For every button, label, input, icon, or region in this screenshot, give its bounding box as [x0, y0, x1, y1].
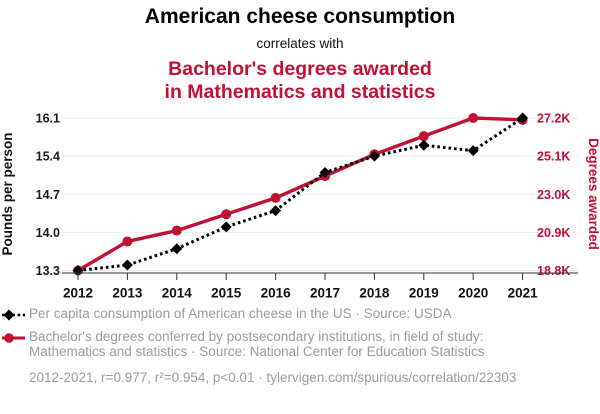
left-axis-tick-label: 16.1: [36, 112, 60, 126]
x-axis-tick-label: 2015: [211, 286, 242, 301]
legend-item-cheese: Per capita consumption of American chees…: [2, 306, 594, 322]
x-axis-tick-label: 2016: [261, 286, 292, 301]
data-point-circle: [122, 236, 133, 247]
data-point-diamond: [319, 166, 331, 178]
data-point-diamond: [121, 259, 133, 271]
data-point-circle: [171, 225, 182, 236]
left-axis-tick-label: 14.0: [36, 226, 60, 240]
chart-subtitle: Bachelor's degrees awarded in Mathematic…: [0, 58, 600, 104]
chart-subtitle-line2: in Mathematics and statistics: [164, 81, 436, 103]
data-point-diamond: [517, 112, 529, 124]
left-axis-tick-label: 15.4: [36, 150, 60, 164]
x-axis-tick-label: 2012: [63, 286, 93, 301]
data-point-circle: [468, 113, 479, 123]
degrees-series-marker-icon: [2, 332, 25, 343]
data-point-diamond: [270, 205, 282, 217]
x-axis-tick-label: 2014: [162, 286, 193, 301]
cheese-series-marker-icon: [2, 309, 25, 321]
legend-label-degrees: Bachelor's degrees conferred by postseco…: [29, 328, 485, 360]
left-axis-tick-label: 14.7: [36, 188, 60, 202]
legend-label-cheese: Per capita consumption of American chees…: [29, 306, 452, 321]
x-axis-tick-label: 2021: [508, 286, 539, 301]
series-line-0: [77, 116, 524, 272]
data-point-diamond: [467, 145, 479, 157]
data-point-circle: [270, 192, 281, 203]
x-axis-tick-label: 2019: [409, 286, 439, 301]
right-axis-tick-label: 23.0K: [537, 188, 570, 202]
right-axis-title: Degrees awarded: [586, 138, 600, 250]
data-point-circle: [221, 209, 232, 220]
legend-item-degrees: Bachelor's degrees conferred by postseco…: [2, 329, 594, 360]
x-axis-tick-label: 2013: [112, 286, 143, 301]
data-point-diamond: [418, 139, 430, 151]
stats-footer: 2012-2021, r=0.977, r²=0.954, p<0.01 · t…: [29, 369, 517, 385]
right-axis-tick-label: 27.2K: [537, 112, 570, 126]
x-axis-tick-label: 2020: [458, 286, 488, 301]
series-line-1: [77, 116, 523, 272]
left-axis-title: Pounds per person: [0, 132, 15, 255]
x-axis-tick-label: 2018: [359, 286, 390, 301]
chart-connector-text: correlates with: [256, 36, 344, 51]
right-axis-tick-label: 25.1K: [537, 150, 570, 164]
left-axis-tick-label: 13.3: [36, 264, 60, 278]
data-point-circle: [418, 131, 429, 142]
x-axis-tick-label: 2017: [310, 286, 340, 301]
chart-subtitle-line1: Bachelor's degrees awarded: [168, 58, 432, 80]
data-point-diamond: [220, 221, 232, 233]
right-axis-tick-label: 18.8K: [537, 264, 570, 278]
data-point-diamond: [368, 150, 380, 162]
legend: Per capita consumption of American chees…: [2, 306, 594, 386]
line-chart-plot: 13.3 18.8K 14.0 20.9K 14.7 23.0K 15.4 25.1K 16.1…: [0, 112, 600, 301]
chart-header: American cheese consumption correlates w…: [0, 0, 600, 104]
chart-title: American cheese consumption: [144, 5, 456, 28]
data-point-diamond: [171, 243, 183, 255]
right-axis-tick-label: 20.9K: [537, 226, 570, 240]
